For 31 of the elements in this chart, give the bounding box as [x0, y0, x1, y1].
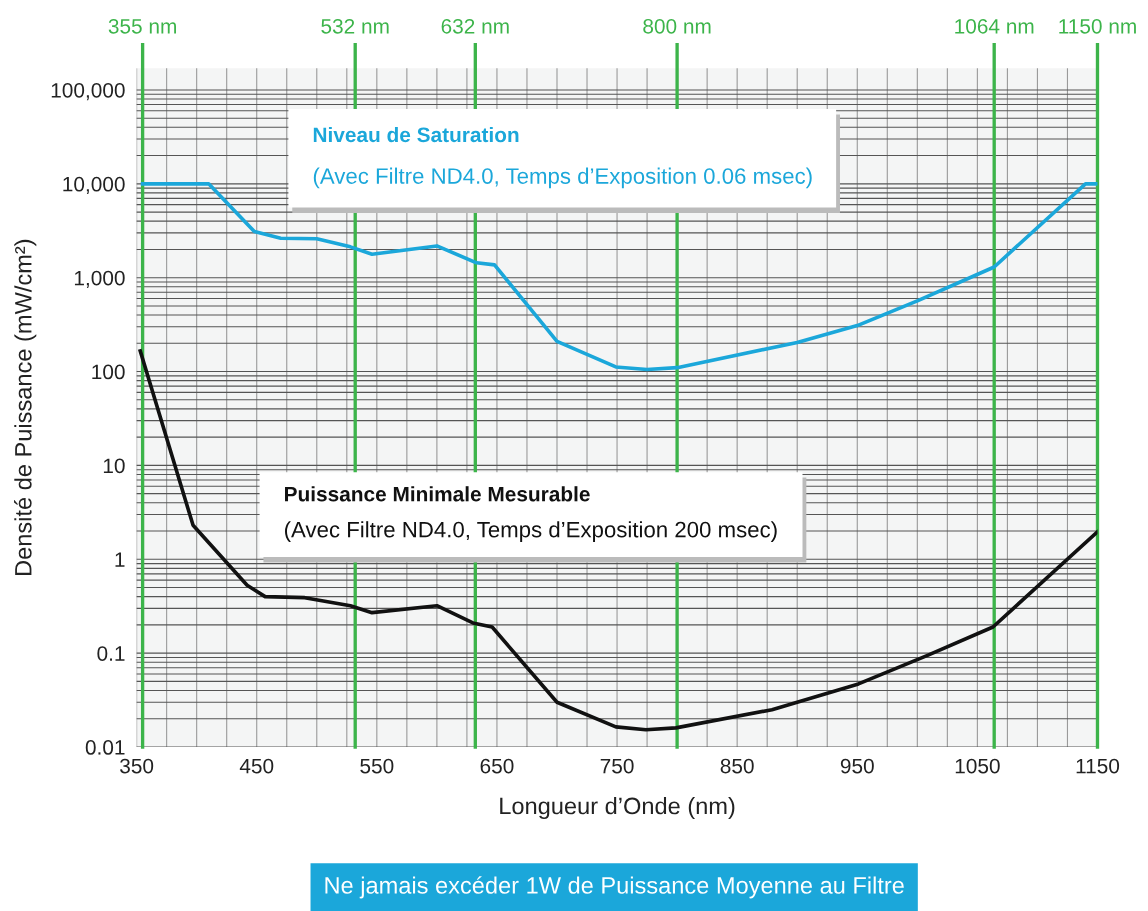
y-tick-label: 100,000	[51, 82, 125, 101]
y-tick-label: 1	[115, 552, 125, 567]
y-tick-label: 10,000	[63, 176, 125, 195]
x-tick-label: 550	[360, 758, 394, 774]
annotation: Niveau de Saturation	[313, 126, 519, 143]
ref-line-label: 632 nm	[441, 18, 509, 34]
y-tick-label: 0.01	[85, 740, 125, 755]
annotation: Puissance Minimale Mesurable	[285, 486, 590, 502]
y-tick-label: 0.1	[97, 646, 125, 661]
ref-line-label: 1150 nm	[1059, 18, 1136, 34]
annotation: (Avec Filtre ND4.0, Temps d’Exposition 0.06 msec)	[313, 167, 812, 189]
y-tick-label: 10	[103, 458, 125, 474]
x-tick-label: 350	[120, 758, 154, 774]
x-tick-label: 750	[600, 758, 634, 774]
line-series	[138, 349, 1098, 732]
ref-line-label: 1064 nm	[955, 18, 1034, 34]
ref-line-label: 532 nm	[321, 18, 389, 34]
x-tick-label: 950	[840, 758, 874, 774]
y-tick-label: 100	[92, 364, 125, 380]
x-axis-title: Longueur d’Onde (nm)	[500, 797, 735, 820]
y-tick-label: 1,000	[74, 270, 125, 288]
x-tick-label: 450	[239, 758, 274, 774]
annotation: (Avec Filtre ND4.0, Temps d’Exposition 200 msec)	[285, 521, 777, 542]
x-tick-label: 850	[720, 758, 754, 774]
x-tick-label: 650	[480, 758, 514, 774]
x-tick-label: 1050	[955, 758, 1000, 774]
y-axis-title: Densité de Puissance (mW/cm²)	[14, 239, 37, 575]
ref-line-label: 800 nm	[643, 18, 711, 34]
x-tick-label: 1150	[1076, 758, 1120, 774]
text: Ne jamais excéder 1W de Puissance Moyenne au Filtre	[325, 876, 904, 899]
ref-line-label: 355 nm	[108, 18, 176, 34]
